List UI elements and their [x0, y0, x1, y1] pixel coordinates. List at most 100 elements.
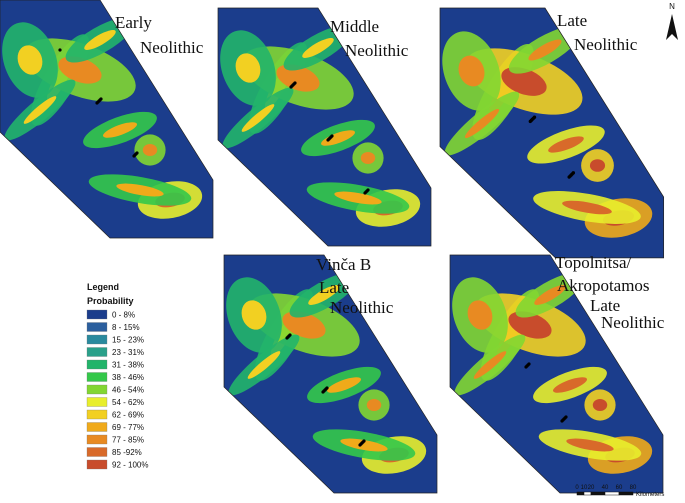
site-point: [288, 333, 292, 337]
map-surface: [442, 26, 653, 238]
probability-core: [589, 159, 606, 172]
probability-core: [235, 53, 261, 83]
probability-core: [247, 351, 281, 379]
legend-label: 15 - 23%: [112, 336, 144, 345]
map-surface: [226, 272, 427, 474]
panel-label: Late: [557, 11, 587, 30]
legend-label: 77 - 85%: [112, 436, 144, 445]
legend-label: 38 - 46%: [112, 373, 144, 382]
probability-core: [464, 108, 500, 139]
map-surface: [220, 25, 421, 227]
legend-swatch: [86, 459, 108, 470]
scale-segment: [590, 491, 606, 496]
legend-swatch: [86, 434, 108, 445]
legend-swatch: [86, 372, 108, 382]
probability-core: [467, 300, 493, 330]
scale-tick-label: 20: [588, 485, 595, 491]
panel-label: Neolithic: [140, 38, 204, 57]
north-arrow: N: [666, 2, 678, 40]
legend-swatch: [86, 334, 108, 345]
probability-core: [102, 122, 138, 138]
panel-outline: [449, 254, 664, 494]
site-point: [293, 81, 297, 85]
map-panel: [440, 8, 664, 258]
site-point: [366, 188, 370, 192]
site-point: [59, 207, 63, 211]
legend-title: Legend: [87, 282, 119, 292]
scale-unit: Kilometers: [636, 492, 664, 498]
site-point: [571, 171, 576, 175]
legend-subtitle: Probability: [87, 296, 134, 306]
site-point: [609, 59, 613, 64]
legend-swatch: [86, 322, 108, 332]
scale-tick-label: 60: [616, 485, 623, 491]
panel-label: Late: [590, 296, 620, 315]
legend-label: 8 - 15%: [112, 323, 140, 332]
probability-core: [534, 285, 566, 305]
site-point: [564, 415, 568, 419]
panel-label: Neolithic: [330, 298, 394, 317]
scale-segment: [604, 491, 620, 496]
panel-label: Topolnitsa/: [555, 253, 632, 272]
probability-core: [23, 96, 57, 124]
panel-label: Neolithic: [601, 313, 665, 332]
probability-core: [58, 56, 102, 84]
panel-label: Vinča B: [316, 255, 371, 274]
map-panel: [0, 0, 213, 238]
legend-swatch: [86, 384, 108, 395]
site-point: [135, 151, 139, 155]
site-point: [62, 204, 66, 208]
probability-core: [308, 285, 340, 305]
site-point: [99, 97, 103, 101]
probability-core: [360, 152, 376, 164]
panel-label: Middle: [330, 17, 379, 36]
probability-core: [320, 130, 356, 146]
site-point: [58, 48, 62, 52]
probability-core: [302, 38, 334, 58]
site-point: [527, 362, 531, 366]
panel-label: Akropotamos: [557, 276, 650, 295]
site-point: [362, 439, 366, 443]
map-panel: [450, 255, 663, 493]
probability-core: [592, 399, 608, 411]
probability-core: [241, 300, 267, 330]
legend-swatch: [86, 422, 108, 432]
probability-core: [241, 104, 275, 132]
map-panel: [218, 8, 431, 246]
scale-tick-label: 40: [602, 485, 609, 491]
probability-core: [548, 136, 584, 153]
probability-core: [116, 183, 164, 197]
north-label: N: [669, 2, 675, 11]
probability-core: [562, 200, 612, 215]
panel-label: Neolithic: [345, 41, 409, 60]
probability-core: [458, 55, 485, 87]
site-point: [532, 115, 537, 119]
site-point: [61, 205, 65, 209]
map-panel: [224, 255, 437, 493]
probability-core: [17, 45, 43, 75]
legend-label: 92 - 100%: [112, 461, 148, 470]
legend-label: 69 - 77%: [112, 423, 144, 432]
arrow: [666, 14, 678, 40]
site-point: [330, 134, 334, 138]
probability-core: [566, 438, 614, 452]
probability-core: [282, 311, 326, 339]
probability-core: [552, 377, 588, 393]
legend-label: 54 - 62%: [112, 398, 144, 407]
probability-core: [340, 438, 388, 452]
legend-swatch: [86, 359, 108, 370]
legend-swatch: [86, 347, 108, 357]
panel-outline: [223, 254, 438, 494]
legend-label: 62 - 69%: [112, 411, 144, 420]
scale-segment: [576, 491, 585, 496]
site-point: [606, 63, 610, 67]
map-surface: [452, 272, 653, 474]
scale-tick-label: 0: [575, 485, 579, 491]
legend-label: 23 - 31%: [112, 348, 144, 357]
legend-swatch: [86, 447, 108, 457]
legend-label: 46 - 54%: [112, 386, 144, 395]
scale-tick-label: 80: [630, 485, 637, 491]
map-surface: [2, 17, 203, 219]
scale-segment: [618, 491, 634, 496]
